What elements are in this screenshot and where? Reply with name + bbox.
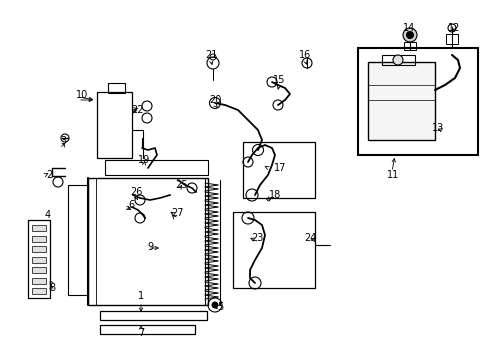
Text: 25: 25 (174, 180, 187, 190)
Circle shape (392, 55, 402, 65)
Text: 19: 19 (138, 155, 150, 165)
Text: 1: 1 (138, 291, 144, 301)
Text: 11: 11 (386, 170, 398, 180)
Bar (32, 256, 46, 262)
Bar (105, 160, 207, 175)
Text: 8: 8 (49, 283, 55, 293)
Text: 22: 22 (130, 105, 143, 115)
Bar (32, 225, 46, 231)
Bar (32, 246, 46, 252)
Text: 9: 9 (146, 242, 153, 252)
Text: 23: 23 (250, 233, 263, 243)
Text: 14: 14 (402, 23, 414, 33)
Bar (32, 267, 46, 273)
Text: 15: 15 (272, 75, 285, 85)
Text: 6: 6 (128, 200, 134, 210)
Bar (100, 325, 195, 334)
Bar (357, 48, 477, 155)
Text: 21: 21 (204, 50, 217, 60)
Text: 4: 4 (45, 210, 51, 220)
Text: 3: 3 (60, 136, 66, 146)
Circle shape (212, 302, 218, 308)
Bar (97, 92, 132, 158)
Text: 17: 17 (273, 163, 285, 173)
Text: 18: 18 (268, 190, 281, 200)
Circle shape (402, 28, 416, 42)
Bar (243, 142, 314, 198)
Text: 27: 27 (170, 208, 183, 218)
Circle shape (406, 31, 413, 39)
Bar (381, 55, 414, 65)
Text: 2: 2 (46, 170, 52, 180)
Bar (100, 311, 206, 320)
Text: 7: 7 (138, 328, 144, 338)
Bar (32, 288, 46, 294)
Bar (32, 278, 46, 284)
Bar (232, 212, 314, 288)
Bar (28, 220, 50, 298)
Text: 24: 24 (303, 233, 316, 243)
Text: 26: 26 (129, 187, 142, 197)
Bar (445, 34, 457, 44)
Bar (367, 62, 434, 140)
Bar (403, 42, 415, 50)
Text: 5: 5 (217, 302, 223, 312)
Text: 16: 16 (298, 50, 310, 60)
Text: 10: 10 (76, 90, 88, 100)
Bar (32, 235, 46, 242)
Text: 12: 12 (447, 23, 459, 33)
Bar (108, 83, 125, 93)
Bar (88, 178, 207, 305)
Text: 13: 13 (431, 123, 443, 133)
Text: 20: 20 (208, 95, 221, 105)
